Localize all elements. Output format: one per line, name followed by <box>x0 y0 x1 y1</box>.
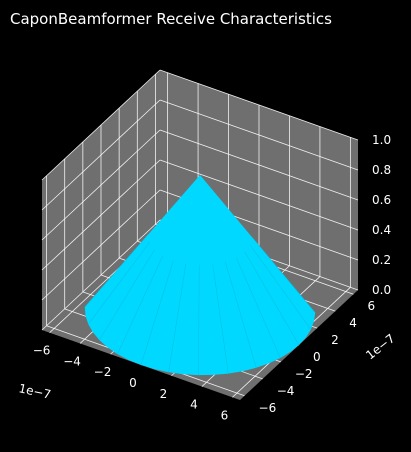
y-tick-label: −6 <box>259 401 277 415</box>
grid-line-z-side <box>159 159 359 231</box>
cone-facet-edge <box>84 234 149 308</box>
x-tick-label: 2 <box>160 387 168 401</box>
y-offset-label: 1e−7 <box>363 331 397 362</box>
cone-facet-edge <box>168 263 187 373</box>
grid-line-z-back <box>41 159 161 271</box>
cone-surface <box>84 175 316 376</box>
grid-line-z-back <box>41 189 161 301</box>
cone-facet-edge <box>140 260 174 366</box>
grid-line-z-side <box>159 69 359 141</box>
cone-facet-edge <box>117 255 164 355</box>
x-tick-label: 6 <box>221 408 229 422</box>
z-tick-label: 0.8 <box>372 163 391 177</box>
cone-facet-edge <box>244 251 300 346</box>
cone-facet-edge <box>88 241 150 325</box>
grid-line-z-side <box>159 129 359 201</box>
y-tick-label: 6 <box>367 299 375 313</box>
chart-title: CaponBeamformer Receive Characteristics <box>10 10 332 28</box>
x-tick-label: −6 <box>33 344 51 358</box>
x-tick-label: −2 <box>94 365 112 379</box>
z-tick-label: 0.6 <box>372 193 391 207</box>
y-tick-label: −4 <box>277 384 295 398</box>
grid-line-z-back <box>41 219 161 331</box>
grid-line-z-side <box>159 99 359 171</box>
cone-facet-edge <box>251 236 316 314</box>
x-tick-label: 4 <box>190 398 198 412</box>
z-tick-label: 0.2 <box>372 253 391 267</box>
y-tick-label: 0 <box>313 350 321 364</box>
grid-line-z-back <box>41 129 161 241</box>
grid-line-z-back <box>41 99 161 211</box>
y-tick-label: 4 <box>349 316 357 330</box>
cone-body <box>84 175 316 376</box>
cone-facet-edge <box>212 264 229 374</box>
z-tick-label: 0.4 <box>372 223 391 237</box>
grid-line-z-back <box>41 69 161 181</box>
cone-facet-edge <box>99 249 155 341</box>
cone-facet-edge <box>198 265 200 376</box>
z-tick-label: 0.0 <box>372 283 391 297</box>
cone-facet-edge <box>235 257 281 359</box>
cone-facet-edge <box>249 244 312 330</box>
z-tick-label: 1.0 <box>372 133 391 147</box>
x-tick-label: −4 <box>63 354 81 368</box>
x-tick-label: 0 <box>129 376 137 390</box>
x-offset-label: 1e−7 <box>17 381 52 401</box>
y-tick-label: −2 <box>295 367 313 381</box>
cone-facet-edge <box>225 261 257 368</box>
y-tick-label: 2 <box>331 333 339 347</box>
